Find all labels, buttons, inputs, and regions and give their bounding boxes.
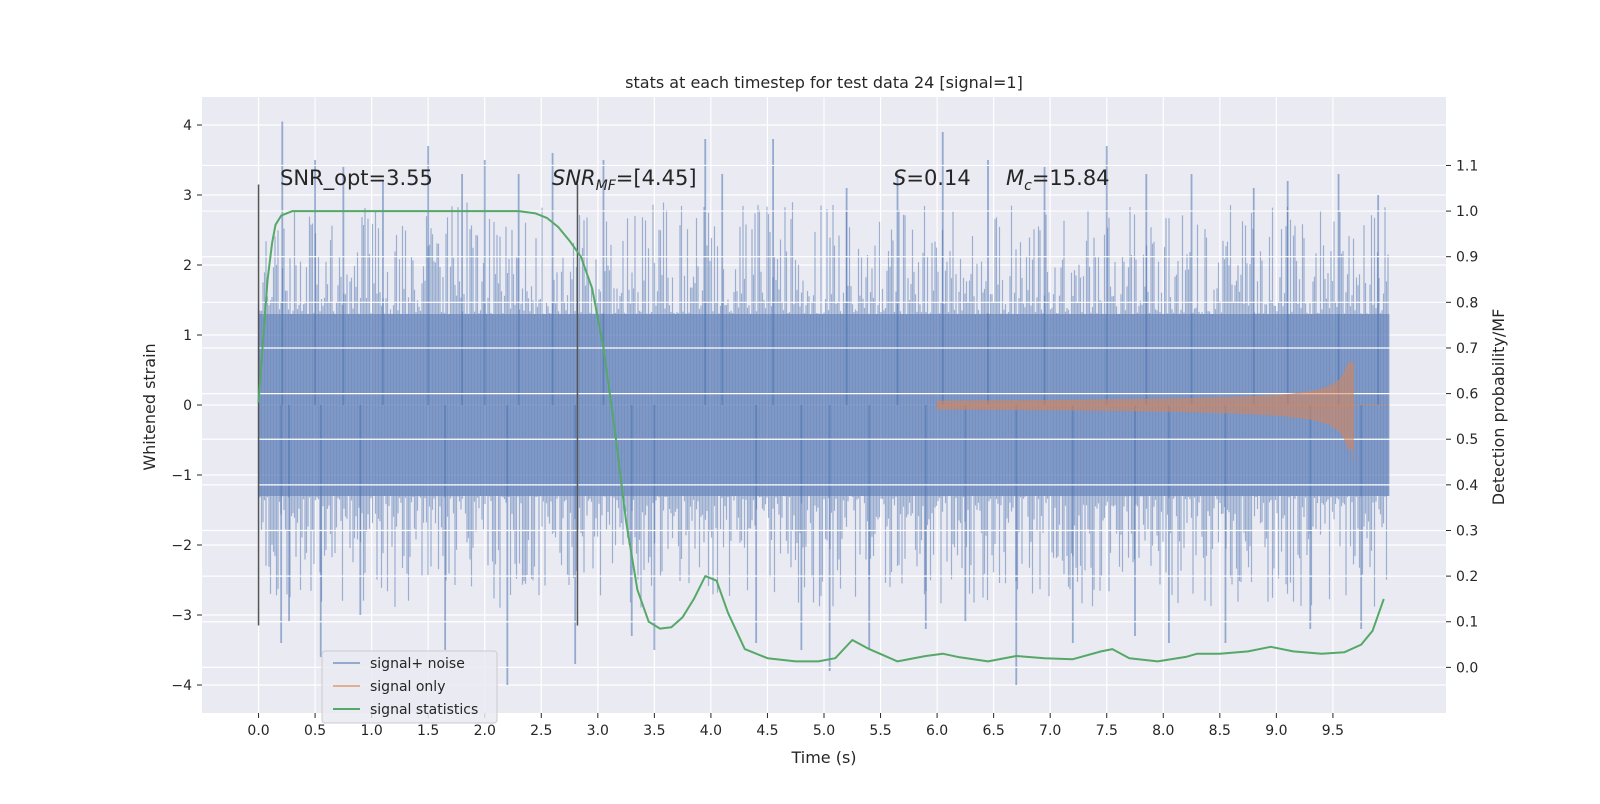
mc-value: =15.84	[1032, 166, 1110, 190]
x-tick-label: 4.5	[756, 723, 778, 739]
y-tick-label-right: 0.3	[1456, 523, 1478, 539]
y-ticks-left: 4 3 2 1 0 −1 −2 −3 −4	[171, 118, 202, 694]
x-tick-label: 5.5	[869, 723, 891, 739]
legend-box	[321, 650, 498, 724]
x-tick-label: 7.5	[1096, 723, 1118, 739]
y-tick-label-right: 0.0	[1456, 660, 1478, 676]
x-tick-label: 6.0	[926, 723, 948, 739]
legend-label-signal-noise: signal+ noise	[370, 656, 465, 672]
y-tick-label-left: 4	[183, 118, 192, 134]
x-ticks: 0.0 0.5 1.0 1.5 2.0 2.5 3.0 3.5 4.0 4.5 5.0 5.5 6.0 6…	[247, 713, 1344, 739]
marker-vlines	[257, 184, 579, 626]
mc-subscript: c	[1024, 178, 1032, 194]
x-tick-label: 3.5	[643, 723, 665, 739]
s-value: =0.14	[906, 166, 970, 190]
y-tick-label-left: 3	[183, 188, 192, 204]
y-tick-label-right: 0.7	[1456, 341, 1478, 357]
y-tick-label-right: 0.1	[1456, 615, 1478, 631]
annotation-snr-mf: SNRMF=[4.45]	[552, 166, 697, 194]
x-axis-label: Time (s)	[790, 748, 856, 767]
y-tick-label-right: 1.1	[1456, 158, 1478, 174]
snr-mf-subscript: MF	[596, 178, 617, 194]
y-tick-label-left: −1	[171, 468, 192, 484]
x-tick-label: 0.5	[304, 723, 326, 739]
chart-title: stats at each timestep for test data 24 …	[625, 73, 1023, 92]
signal-only-envelope	[936, 362, 1354, 461]
y-tick-label-right: 0.5	[1456, 432, 1478, 448]
x-tick-label: 8.5	[1209, 723, 1231, 739]
y-tick-label-left: −4	[171, 678, 192, 694]
signal-statistics-series	[257, 210, 1385, 663]
x-tick-label: 1.0	[361, 723, 383, 739]
x-tick-label: 1.5	[417, 723, 439, 739]
x-tick-label: 6.5	[983, 723, 1005, 739]
y-tick-label-left: 2	[183, 258, 192, 274]
y-tick-label-left: −3	[171, 608, 192, 624]
x-tick-label: 2.5	[530, 723, 552, 739]
y-tick-label-right: 0.2	[1456, 569, 1478, 585]
annotation-mc: Mc=15.84	[1006, 166, 1110, 194]
snr-mf-value: =[4.45]	[616, 166, 697, 190]
y-tick-label-left: 1	[183, 328, 192, 344]
x-tick-label: 8.0	[1152, 723, 1174, 739]
legend-label-signal-statistics: signal statistics	[370, 702, 478, 718]
x-tick-label: 4.0	[700, 723, 722, 739]
y-tick-label-right: 1.0	[1456, 204, 1478, 220]
x-tick-label: 0.0	[247, 723, 269, 739]
x-tick-label: 7.0	[1039, 723, 1061, 739]
x-tick-label: 5.0	[813, 723, 835, 739]
annotation-snr-opt: SNR_opt=3.55	[280, 166, 433, 191]
y-ticks-right: 1.1 1.0 0.9 0.8 0.7 0.6 0.5 0.4 0.3 0.2 0.1 0.0	[1446, 158, 1478, 676]
mc-symbol: M	[1006, 166, 1024, 190]
y-tick-label-right: 0.9	[1456, 250, 1478, 266]
y-axis-label-right: Detection probability/MF	[1489, 309, 1508, 506]
x-tick-label: 9.0	[1265, 723, 1287, 739]
signal-only-series	[936, 362, 1390, 461]
y-tick-label-left: −2	[171, 538, 192, 554]
y-tick-label-right: 0.4	[1456, 478, 1478, 494]
y-tick-label-right: 0.8	[1456, 295, 1478, 311]
y-tick-label-right: 0.6	[1456, 387, 1478, 403]
snr-mf-main: SNR	[552, 166, 596, 190]
s-symbol: S	[893, 166, 906, 190]
legend: signal+ noise signal only signal statist…	[321, 650, 498, 724]
y-tick-label-left: 0	[183, 398, 192, 414]
legend-label-signal-only: signal only	[370, 679, 445, 695]
x-tick-label: 2.0	[474, 723, 496, 739]
annotation-s: S=0.14	[893, 166, 971, 190]
y-axis-label-left: Whitened strain	[140, 343, 159, 470]
x-tick-label: 9.5	[1322, 723, 1344, 739]
x-tick-label: 3.0	[587, 723, 609, 739]
signal-statistics-line	[257, 210, 1385, 663]
